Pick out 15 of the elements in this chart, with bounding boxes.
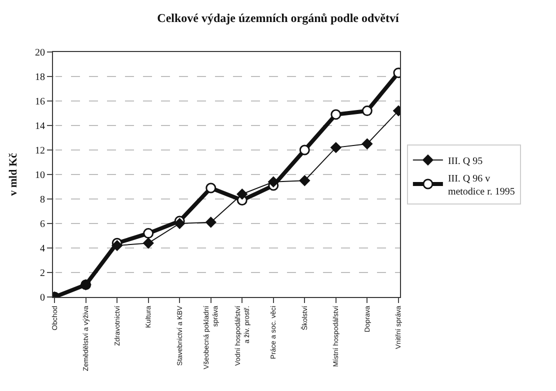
y-tick-label: 16: [35, 96, 45, 108]
y-tick-label: 10: [35, 170, 45, 181]
y-tick-label: 18: [35, 72, 45, 83]
y-tick-label: 0: [40, 292, 45, 304]
y-tick-label: 2: [40, 268, 45, 279]
legend-label: III. Q 95: [448, 156, 483, 167]
y-axis-title: v mld Kč: [8, 153, 20, 196]
y-tick-label: 20: [35, 48, 45, 58]
y-tick-label: 6: [40, 219, 45, 230]
legend-label: III. Q 96 v metodice r. 1995: [448, 173, 515, 198]
y-tick-label: 12: [35, 146, 45, 156]
y-tick-label: 4: [40, 244, 45, 254]
chart-title: Celkové výdaje územních orgánů podle odvětví: [157, 11, 400, 26]
y-tick-label: 14: [35, 121, 45, 132]
y-tick-label: 8: [40, 194, 45, 206]
